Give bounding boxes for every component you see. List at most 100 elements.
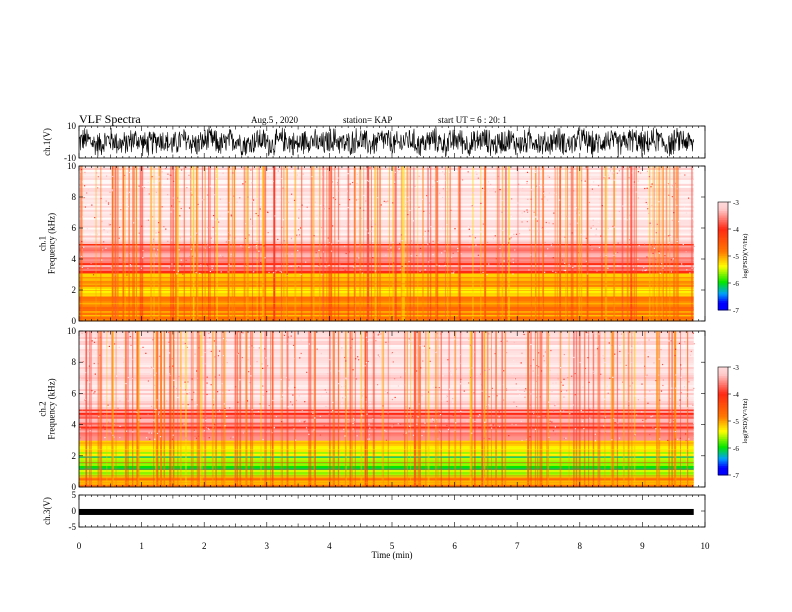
spectrogram-speckle xyxy=(601,205,603,207)
spectrogram-streak xyxy=(344,331,347,487)
spectrogram-streak xyxy=(313,331,315,487)
spectrogram-speckle xyxy=(364,336,367,339)
spectrogram-speckle xyxy=(170,211,172,213)
spectrogram-speckle xyxy=(484,369,486,372)
spectrogram-streak xyxy=(374,166,376,321)
spectrogram-speckle xyxy=(446,189,448,191)
colorbar-segment xyxy=(718,245,728,248)
spectrogram-speckle xyxy=(548,334,550,336)
spectrogram-speckle xyxy=(611,173,613,175)
spectrogram-band xyxy=(79,304,694,308)
colorbar-tick-label: -5 xyxy=(733,418,739,426)
spectrogram-speckle xyxy=(403,384,406,386)
colorbar-segment xyxy=(718,223,728,226)
spectrogram-speckle xyxy=(337,433,340,435)
spectrogram-speckle xyxy=(268,404,270,407)
spectrogram-speckle xyxy=(82,216,84,218)
spectrogram-speckle xyxy=(393,424,395,426)
spectrogram-streak xyxy=(261,166,264,321)
spectrogram-speckle xyxy=(671,208,674,210)
spectrogram-speckle xyxy=(190,236,192,238)
spectrogram-streak xyxy=(286,331,289,487)
spectrogram-speckle xyxy=(347,207,349,209)
spectrogram-speckle xyxy=(82,181,84,183)
spectrogram-speckle xyxy=(473,351,476,353)
spectrogram-speckle xyxy=(589,408,591,410)
y-tick-label: 10 xyxy=(67,161,77,171)
spectrogram-streak xyxy=(365,331,367,487)
spectrogram-speckle xyxy=(476,427,478,429)
spectrogram-speckle xyxy=(224,408,226,410)
spectrogram-speckle xyxy=(331,225,334,227)
spectrogram-streak xyxy=(588,331,590,487)
spectrogram-speckle xyxy=(502,384,505,386)
spectrogram-speckle xyxy=(319,434,321,436)
spectrogram-speckle xyxy=(110,267,113,269)
spectrogram-speckle xyxy=(621,381,624,383)
spectrogram-speckle xyxy=(363,194,365,197)
spectrogram-streak xyxy=(131,331,134,487)
spectrogram-speckle xyxy=(545,255,547,257)
colorbar-tick-label: -5 xyxy=(733,253,739,261)
spectrogram-speckle xyxy=(362,343,365,345)
spectrogram-speckle xyxy=(546,248,549,250)
spectrogram-speckle xyxy=(555,193,557,195)
spectrogram-streak xyxy=(312,166,315,321)
spectrogram-speckle xyxy=(668,340,670,342)
colorbar-segment xyxy=(718,433,728,436)
spectrogram-speckle xyxy=(180,259,182,261)
spectrogram-streak xyxy=(392,166,395,321)
spectrogram-speckle xyxy=(116,375,118,377)
spectrogram-streak xyxy=(310,166,313,321)
colorbar-segment xyxy=(718,229,728,232)
spectrogram-streak xyxy=(504,331,507,487)
spectrogram-speckle xyxy=(572,266,574,269)
spectrogram-speckle xyxy=(666,183,669,185)
colorbar-segment xyxy=(718,239,728,243)
spectrogram-speckle xyxy=(344,269,346,271)
spectrogram-speckle xyxy=(471,205,473,207)
spectrogram-speckle xyxy=(631,345,633,347)
spectrogram-speckle xyxy=(536,214,538,216)
spectrogram-speckle xyxy=(437,346,440,349)
spectrogram-speckle xyxy=(423,210,425,213)
spectrogram-speckle xyxy=(187,381,189,383)
spectrogram-speckle xyxy=(536,182,538,184)
spectrogram-speckle xyxy=(176,273,178,275)
spectrogram-speckle xyxy=(82,246,84,248)
spectrogram-speckle xyxy=(442,188,444,190)
spectrogram-speckle xyxy=(683,264,685,267)
spectrogram-band xyxy=(79,282,694,286)
spectrogram-speckle xyxy=(655,232,657,234)
spectrogram-streak xyxy=(556,166,558,321)
spectrogram-streak xyxy=(394,166,396,321)
spectrogram-speckle xyxy=(358,257,360,259)
spectrogram-speckle xyxy=(336,188,338,190)
spectrogram-band xyxy=(79,167,694,171)
spectrogram-band xyxy=(79,201,694,205)
spectrogram-speckle xyxy=(228,239,230,242)
spectrogram-speckle xyxy=(203,430,206,432)
spectrogram-band xyxy=(79,480,694,484)
colorbar-segment xyxy=(718,241,728,244)
spectrogram-speckle xyxy=(648,339,650,341)
spectrogram-speckle xyxy=(500,340,502,342)
spectrogram-speckle xyxy=(232,436,234,438)
spectrogram-streak xyxy=(436,166,439,321)
spectrogram-speckle xyxy=(390,353,393,355)
spectrogram-speckle xyxy=(212,225,214,228)
spectrogram-speckle xyxy=(452,252,454,254)
spectrogram-speckle xyxy=(398,169,400,171)
spectrogram-speckle xyxy=(159,355,161,357)
colorbar-segment xyxy=(718,297,728,300)
spectrogram-speckle xyxy=(171,438,174,440)
spectrogram-speckle xyxy=(318,264,320,266)
spectrogram-streak xyxy=(239,331,241,487)
spectrogram-speckle xyxy=(411,415,414,417)
spectrogram-speckle xyxy=(687,391,689,393)
spectrogram-speckle xyxy=(274,343,277,345)
spectrogram-speckle xyxy=(113,436,115,438)
spectrogram-speckle xyxy=(232,406,235,408)
spectrogram-speckle xyxy=(499,336,501,338)
